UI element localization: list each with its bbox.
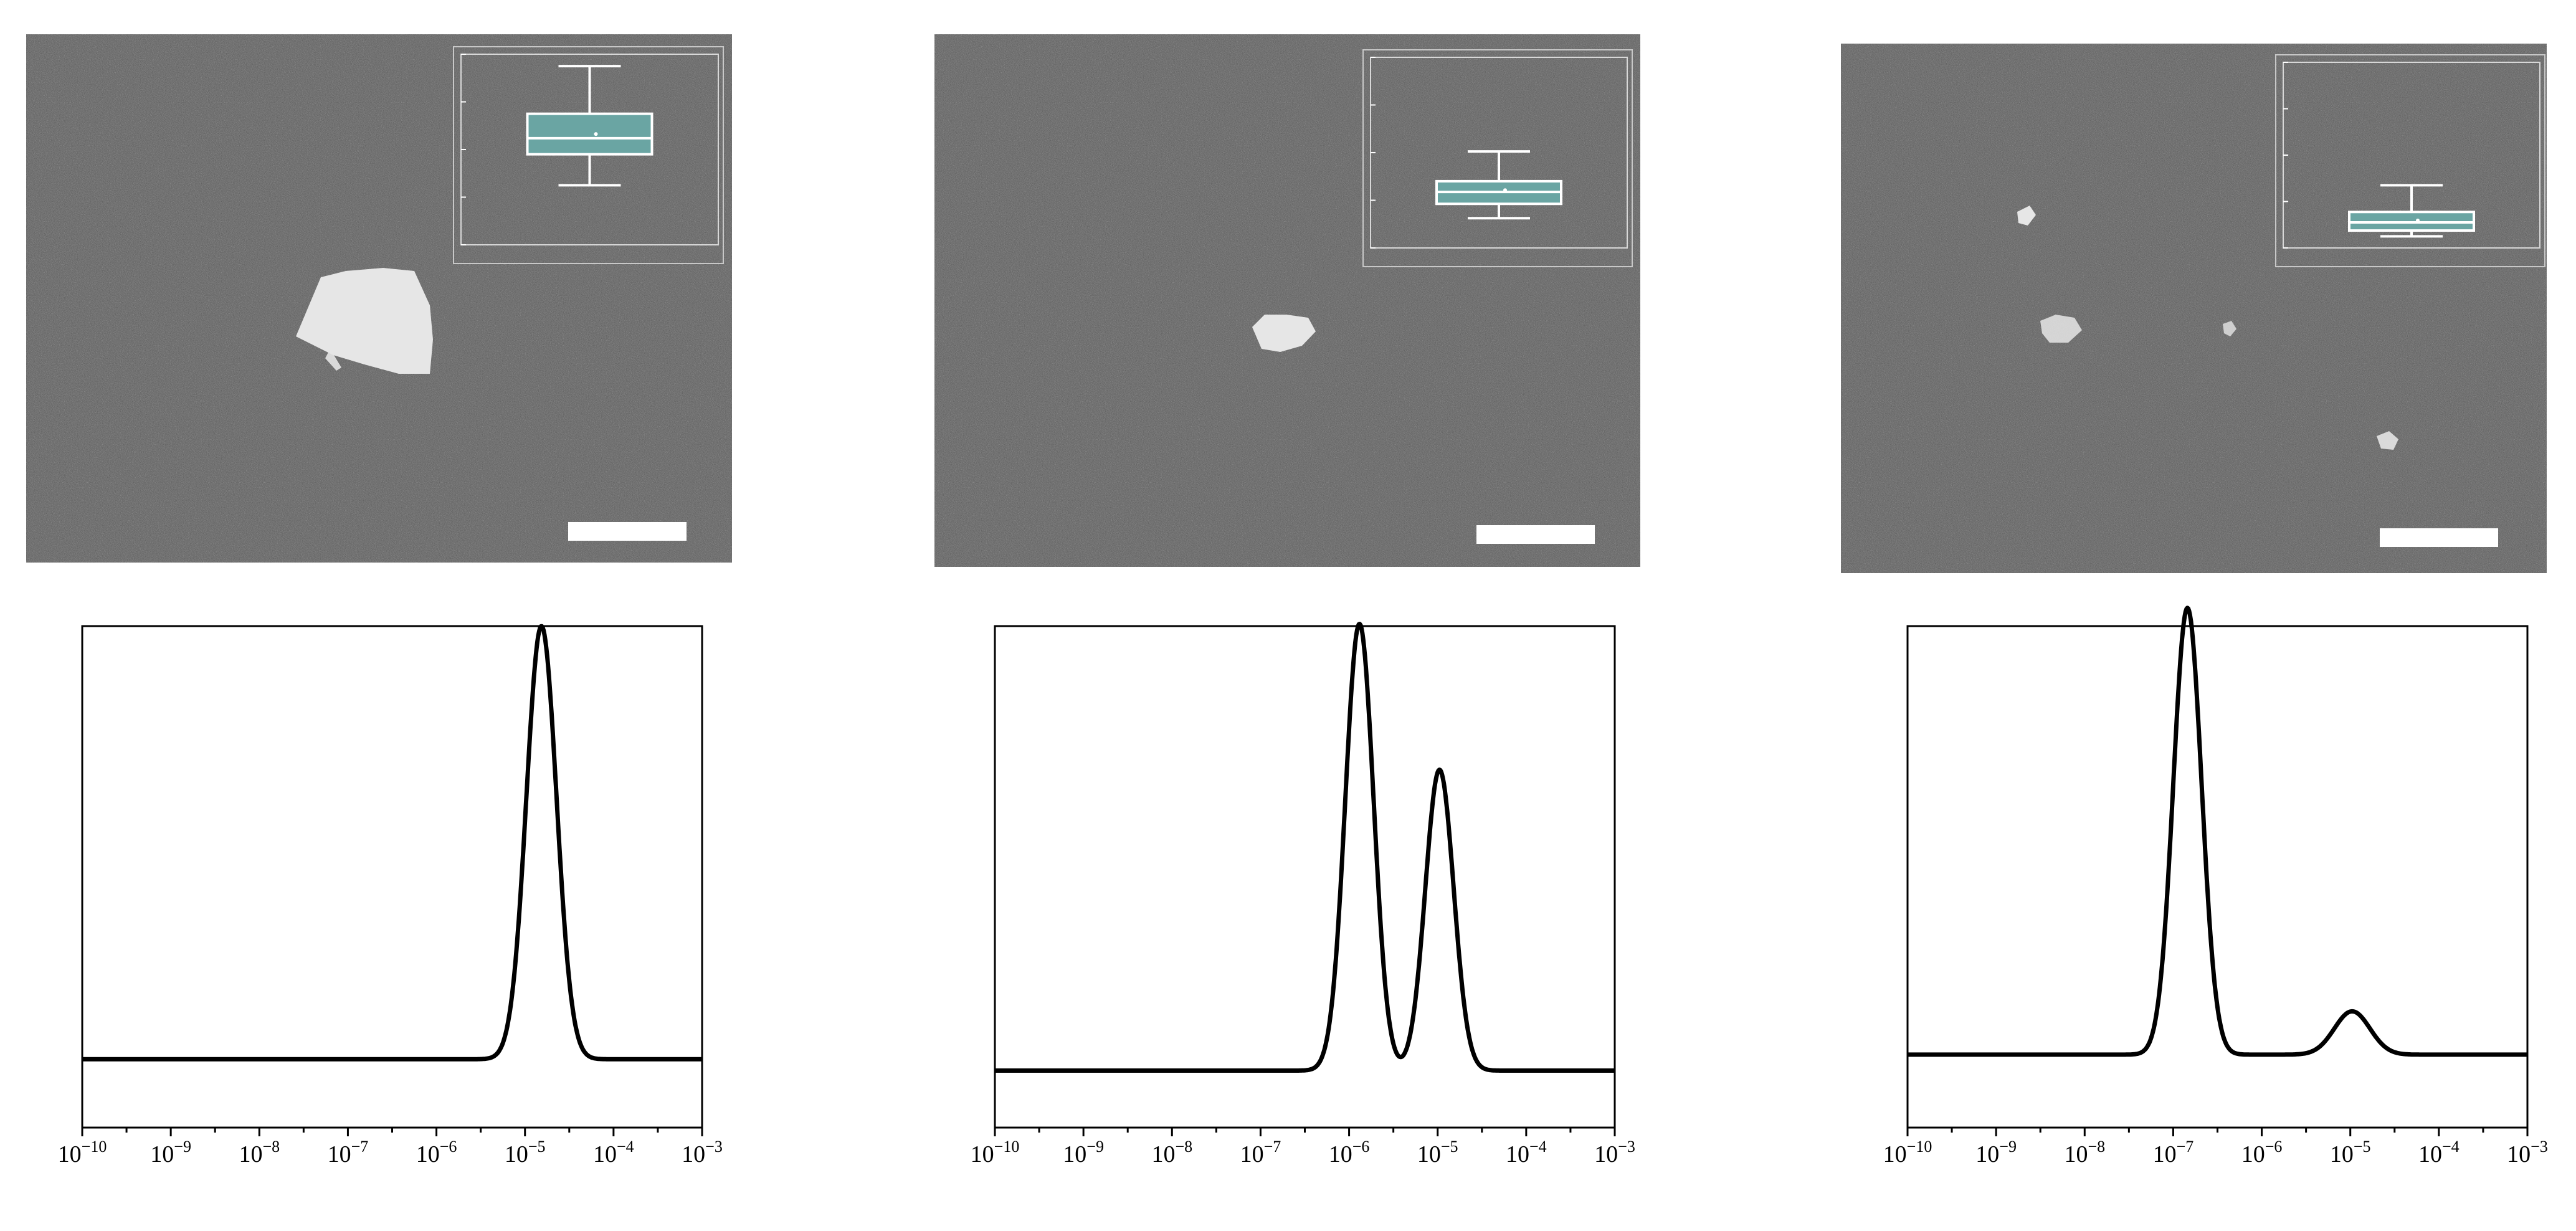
mean-marker [2416,218,2420,222]
x-tick-label: 10−3 [1594,1138,1635,1167]
x-tick-label: 10−8 [1151,1138,1192,1167]
plot-frame [1906,625,2529,1129]
particle [2223,321,2236,336]
x-tick-label: 10−10 [1883,1138,1932,1167]
sem-panel [1841,44,2547,573]
particle [1252,315,1316,352]
x-tick-label: 10−4 [1506,1138,1547,1167]
inset-frame [2275,54,2545,267]
x-tick-label: 10−3 [2507,1138,2548,1167]
x-tick-label: 10−5 [505,1138,546,1167]
particle [2377,431,2398,450]
particle [296,268,433,374]
x-tick-label: 10−4 [593,1138,634,1167]
inset-boxplot [1362,49,1633,267]
x-tick-label: 10−5 [1417,1138,1458,1167]
x-tick-label: 10−9 [1975,1138,2017,1167]
inset-boxplot [453,46,724,264]
x-tick-label: 10−3 [682,1138,723,1167]
x-tick-label: 10−7 [1240,1138,1281,1167]
x-tick-label: 10−6 [416,1138,457,1167]
sem-panel [26,34,732,563]
inset-boxplot [2275,54,2545,267]
x-tick-label: 10−7 [328,1138,369,1167]
x-tick-label: 10−5 [2330,1138,2371,1167]
particle [2017,206,2036,226]
plot-frame [994,625,1616,1129]
x-tick-label: 10−10 [971,1138,1020,1167]
particle [2040,315,2082,343]
inset-frame [453,46,724,264]
mean-marker [1503,188,1507,192]
x-tick-label: 10−7 [2153,1138,2194,1167]
distribution-curve [993,622,1617,1073]
x-tick-label: 10−9 [150,1138,191,1167]
x-tick-label: 10−10 [58,1138,107,1167]
scale-bar [1476,525,1595,544]
x-tick-label: 10−8 [2064,1138,2105,1167]
sem-image [934,34,1640,567]
distribution-chart: 10−10 10−9 10−8 10−7 10−6 10−5 10−4 10−3 [1883,606,2548,1167]
scale-bar [568,522,687,541]
scale-bar [2380,528,2498,547]
distribution-curve [80,624,704,1062]
x-tick-label: 10−6 [1329,1138,1370,1167]
inset-frame [1362,49,1633,267]
x-tick-label: 10−8 [239,1138,280,1167]
x-tick-label: 10−4 [2418,1138,2460,1167]
mean-marker [594,132,598,136]
distribution-chart: 10−10 10−9 10−8 10−7 10−6 10−5 10−4 10−3 [58,624,723,1167]
sem-image [1841,44,2547,573]
distribution-chart: 10−10 10−9 10−8 10−7 10−6 10−5 10−4 10−3 [971,622,1635,1167]
iqr-box [526,112,654,156]
particle [325,349,341,371]
plot-frame [81,625,703,1129]
sem-panel [934,34,1640,567]
x-tick-label: 10−9 [1063,1138,1104,1167]
x-tick-label: 10−6 [2241,1138,2283,1167]
distribution-curve [1906,606,2529,1057]
